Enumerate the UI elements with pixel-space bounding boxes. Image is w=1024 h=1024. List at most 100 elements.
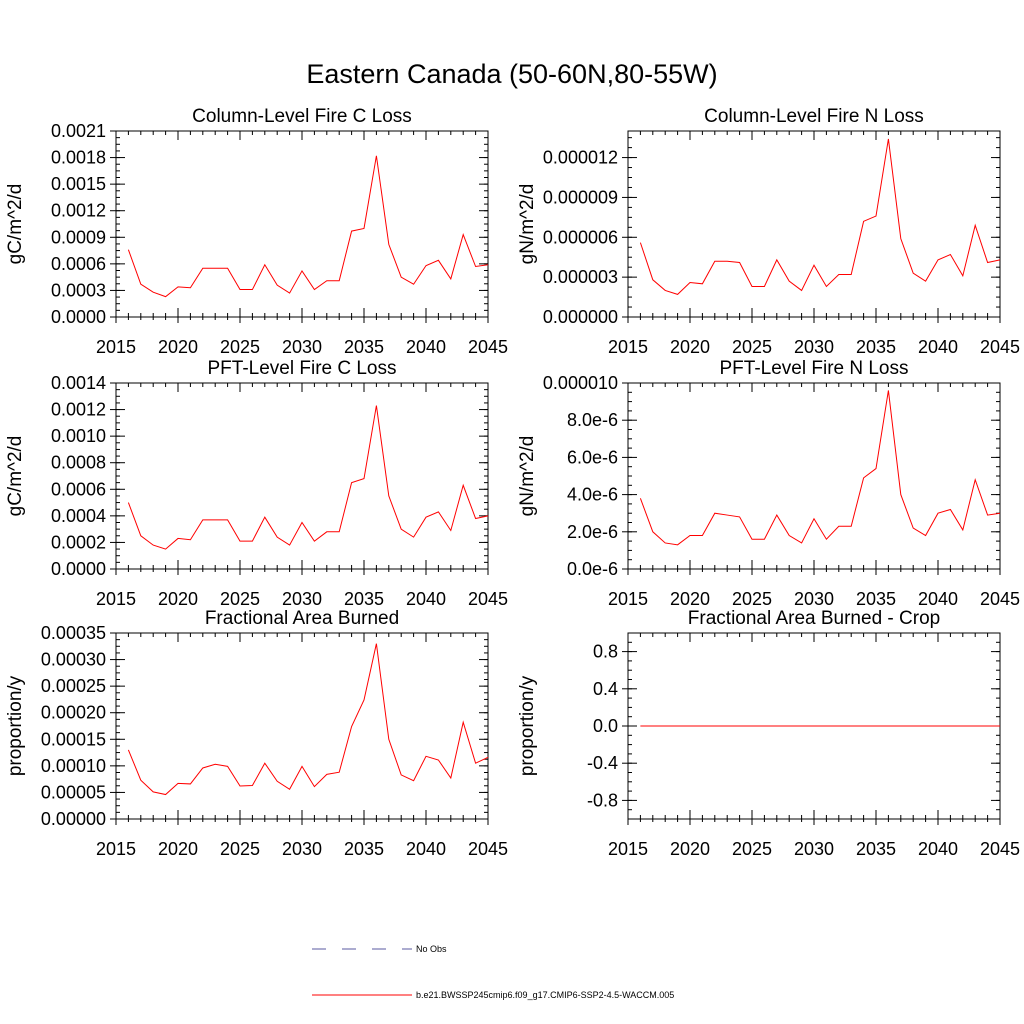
x-tick-label: 2035	[344, 589, 384, 609]
series-line	[127, 155, 489, 298]
plot-frame	[627, 382, 1001, 570]
x-tick-label: 2045	[980, 839, 1020, 859]
y-tick-label: 2.0e-6	[567, 522, 618, 542]
panel-pft-level-fire-c-loss: PFT-Level Fire C Loss gC/m^2/d 2015 2020 202…	[5, 358, 508, 609]
y-tick-label: 0.000000	[543, 307, 618, 327]
y-tick-label: 0.00025	[41, 676, 106, 696]
series-line	[127, 643, 489, 796]
panel-title: Column-Level Fire C Loss	[192, 106, 412, 127]
series-line	[127, 405, 489, 550]
legend-label-no-obs: No Obs	[416, 944, 447, 954]
y-axis-label: proportion/y	[5, 675, 26, 776]
y-tick-label: 0.0003	[51, 280, 106, 300]
series-line	[639, 138, 1001, 295]
x-tick-label: 2020	[158, 337, 198, 357]
y-tick-label: 0.4	[593, 679, 618, 699]
panel-fractional-area-burned: Fractional Area Burned proportion/y 2015 20…	[5, 608, 508, 859]
x-tick-label: 2025	[732, 589, 772, 609]
y-tick-label: 0.8	[593, 642, 618, 662]
x-tick-label: 2020	[670, 337, 710, 357]
panel-pft-level-fire-n-loss: PFT-Level Fire N Loss gN/m^2/d 2015 2020 202…	[517, 358, 1020, 609]
panel-title: Column-Level Fire N Loss	[704, 106, 924, 127]
y-tick-label: 0.0012	[51, 201, 106, 221]
x-tick-label: 2020	[670, 589, 710, 609]
panel-column-level-fire-c-loss: Column-Level Fire C Loss gC/m^2/d 2015 2020…	[5, 106, 508, 357]
panel-title: Fractional Area Burned - Crop	[688, 608, 940, 629]
panel-title: PFT-Level Fire C Loss	[208, 358, 397, 379]
y-tick-label: 0.0008	[51, 453, 106, 473]
x-tick-label: 2040	[918, 839, 958, 859]
x-tick-label: 2015	[608, 839, 648, 859]
x-tick-label: 2015	[608, 589, 648, 609]
y-tick-label: 0.0012	[51, 400, 106, 420]
legend-entry-model-run: b.e21.BWSSP245cmip6.f09_g17.CMIP6-SSP2-4…	[312, 990, 674, 1000]
x-tick-label: 2025	[732, 839, 772, 859]
plot-frame	[115, 130, 489, 318]
y-axis-label: gN/m^2/d	[517, 184, 538, 265]
x-tick-label: 2030	[282, 839, 322, 859]
y-tick-label: 0.0006	[51, 479, 106, 499]
y-tick-label: 0.00005	[41, 782, 106, 802]
y-tick-label: 0.000010	[543, 373, 618, 393]
panel-title: PFT-Level Fire N Loss	[720, 358, 909, 379]
panel-fractional-area-burned-crop: Fractional Area Burned - Crop proportion/…	[517, 608, 1020, 859]
x-tick-label: 2015	[96, 839, 136, 859]
y-axis-label: gC/m^2/d	[5, 184, 26, 265]
x-tick-label: 2040	[406, 337, 446, 357]
x-tick-label: 2015	[96, 589, 136, 609]
x-tick-label: 2030	[282, 589, 322, 609]
y-tick-label: 0.000003	[543, 267, 618, 287]
legend: No Obs b.e21.BWSSP245cmip6.f09_g17.CMIP6…	[312, 944, 674, 1000]
y-tick-label: 0.00000	[41, 809, 106, 829]
x-tick-label: 2030	[794, 337, 834, 357]
plot-frame	[115, 632, 489, 820]
y-tick-label: -0.4	[587, 753, 618, 773]
y-axis-label: gN/m^2/d	[517, 436, 538, 517]
x-tick-label: 2025	[220, 839, 260, 859]
y-axis-label: gC/m^2/d	[5, 436, 26, 517]
y-tick-label: 0.000009	[543, 187, 618, 207]
legend-entry-no-obs: No Obs	[312, 944, 447, 954]
x-tick-label: 2045	[468, 589, 508, 609]
figure-title: Eastern Canada (50-60N,80-55W)	[306, 59, 717, 89]
y-tick-label: 0.000006	[543, 227, 618, 247]
y-tick-label: 0.0	[593, 716, 618, 736]
x-tick-label: 2040	[918, 337, 958, 357]
x-tick-label: 2025	[220, 337, 260, 357]
y-tick-label: 0.0010	[51, 426, 106, 446]
y-tick-label: 0.0018	[51, 148, 106, 168]
y-tick-label: 0.00015	[41, 729, 106, 749]
x-tick-label: 2035	[856, 589, 896, 609]
y-tick-label: 0.0004	[51, 506, 106, 526]
x-tick-label: 2040	[406, 589, 446, 609]
y-tick-label: 4.0e-6	[567, 485, 618, 505]
x-tick-label: 2035	[344, 839, 384, 859]
y-tick-label: 0.0015	[51, 174, 106, 194]
x-tick-label: 2045	[468, 839, 508, 859]
y-tick-label: 0.0e-6	[567, 559, 618, 579]
legend-label-model-run: b.e21.BWSSP245cmip6.f09_g17.CMIP6-SSP2-4…	[416, 990, 674, 1000]
series-line	[639, 390, 1001, 546]
y-tick-label: 0.000012	[543, 148, 618, 168]
y-tick-label: 0.0000	[51, 307, 106, 327]
y-tick-label: 0.00020	[41, 703, 106, 723]
y-tick-label: 0.0014	[51, 373, 106, 393]
x-tick-label: 2035	[344, 337, 384, 357]
panel-column-level-fire-n-loss: Column-Level Fire N Loss gN/m^2/d 2015 2020…	[517, 106, 1020, 357]
x-tick-label: 2020	[158, 839, 198, 859]
x-tick-label: 2045	[468, 337, 508, 357]
y-tick-label: 0.00035	[41, 623, 106, 643]
x-tick-label: 2040	[406, 839, 446, 859]
y-tick-label: 0.00010	[41, 756, 106, 776]
panels: Column-Level Fire C Loss gC/m^2/d 2015 2020…	[5, 106, 1020, 859]
x-tick-label: 2045	[980, 589, 1020, 609]
x-tick-label: 2030	[794, 589, 834, 609]
x-tick-label: 2015	[96, 337, 136, 357]
x-tick-label: 2020	[158, 589, 198, 609]
plot-frame	[115, 382, 489, 570]
x-tick-label: 2040	[918, 589, 958, 609]
panel-title: Fractional Area Burned	[205, 608, 399, 629]
x-tick-label: 2020	[670, 839, 710, 859]
x-tick-label: 2025	[220, 589, 260, 609]
y-tick-label: 0.0006	[51, 254, 106, 274]
